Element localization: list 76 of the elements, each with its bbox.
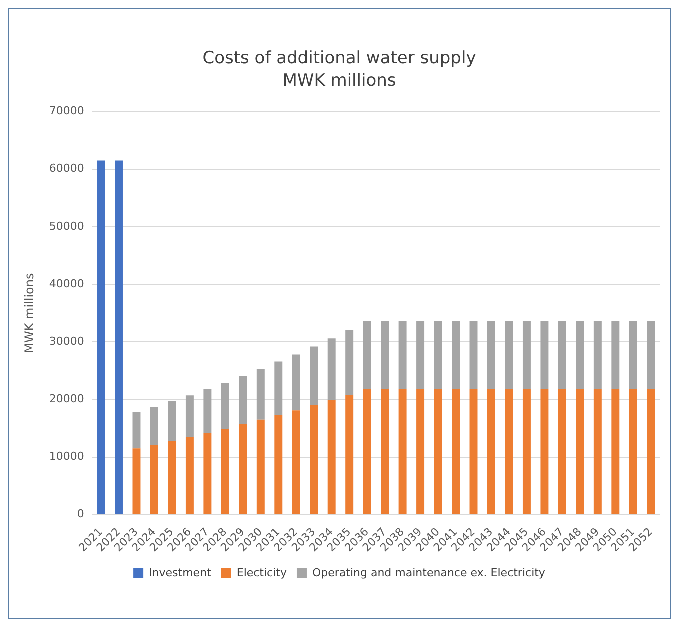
bar: [416, 321, 425, 390]
bar: [647, 389, 656, 514]
bar: [398, 321, 407, 390]
bar: [629, 389, 638, 514]
bar: [434, 389, 442, 514]
bar: [256, 369, 265, 420]
bar: [612, 389, 620, 514]
y-tick-label: 20000: [49, 392, 84, 406]
y-tick-label: 0: [77, 508, 84, 521]
bar: [470, 321, 478, 390]
bar: [470, 389, 478, 514]
bar: [204, 389, 212, 434]
bar: [346, 395, 354, 514]
bar: [505, 389, 514, 514]
bar: [629, 321, 638, 390]
bar: [576, 389, 584, 514]
bar: [310, 346, 318, 406]
bar: [381, 389, 390, 514]
bar: [398, 389, 407, 514]
bar: [186, 396, 194, 438]
bar: [540, 321, 549, 390]
bar: [416, 389, 425, 514]
legend-label: Operating and maintenance ex. Electricity: [312, 566, 546, 580]
y-tick-label: 30000: [49, 334, 84, 348]
chart-title: Costs of additional water supply: [202, 48, 476, 69]
bar: [540, 389, 549, 514]
bar: [328, 400, 336, 514]
bar: [594, 389, 602, 514]
bar: [115, 160, 123, 514]
bar: [274, 362, 283, 416]
y-tick-label: 50000: [49, 220, 84, 233]
chart-subtitle: MWK millions: [282, 71, 396, 92]
bar: [434, 321, 442, 390]
bar: [168, 401, 176, 442]
bar: [522, 321, 531, 390]
bar: [221, 383, 230, 430]
y-axis-title: MWK millions: [22, 273, 36, 354]
bar: [346, 330, 354, 396]
bar: [292, 410, 300, 514]
y-tick-label: 60000: [49, 162, 84, 176]
bar: [328, 338, 336, 400]
bar: [186, 437, 194, 514]
bar: [488, 321, 496, 390]
bar: [594, 321, 602, 390]
bar: [292, 354, 300, 411]
bar: [204, 433, 212, 514]
legend-label: Investment: [149, 566, 212, 580]
y-tick-label: 70000: [49, 104, 84, 118]
bar: [452, 389, 460, 514]
bar: [310, 405, 318, 514]
bar: [132, 448, 141, 514]
bar: [363, 389, 372, 514]
bar: [97, 160, 106, 514]
bar: [558, 321, 566, 390]
bar: [150, 407, 158, 446]
bar: [576, 321, 584, 390]
bar: [239, 376, 248, 424]
bar: [381, 321, 390, 390]
bar: [488, 389, 496, 514]
bar: [274, 415, 283, 514]
bar: [452, 321, 460, 390]
bar: [168, 441, 176, 514]
legend-label: Electicity: [236, 566, 288, 580]
bar: [239, 424, 248, 514]
bar: [558, 389, 566, 514]
bar: [221, 429, 230, 514]
bar: [150, 445, 158, 514]
bar: [505, 321, 514, 390]
bar: [522, 389, 531, 514]
y-tick-label: 10000: [49, 450, 84, 464]
bar: [363, 321, 372, 390]
bar: [256, 420, 265, 514]
bar: [132, 412, 141, 449]
bar: [647, 321, 656, 390]
y-tick-label: 40000: [49, 277, 84, 290]
bar: [612, 321, 620, 390]
